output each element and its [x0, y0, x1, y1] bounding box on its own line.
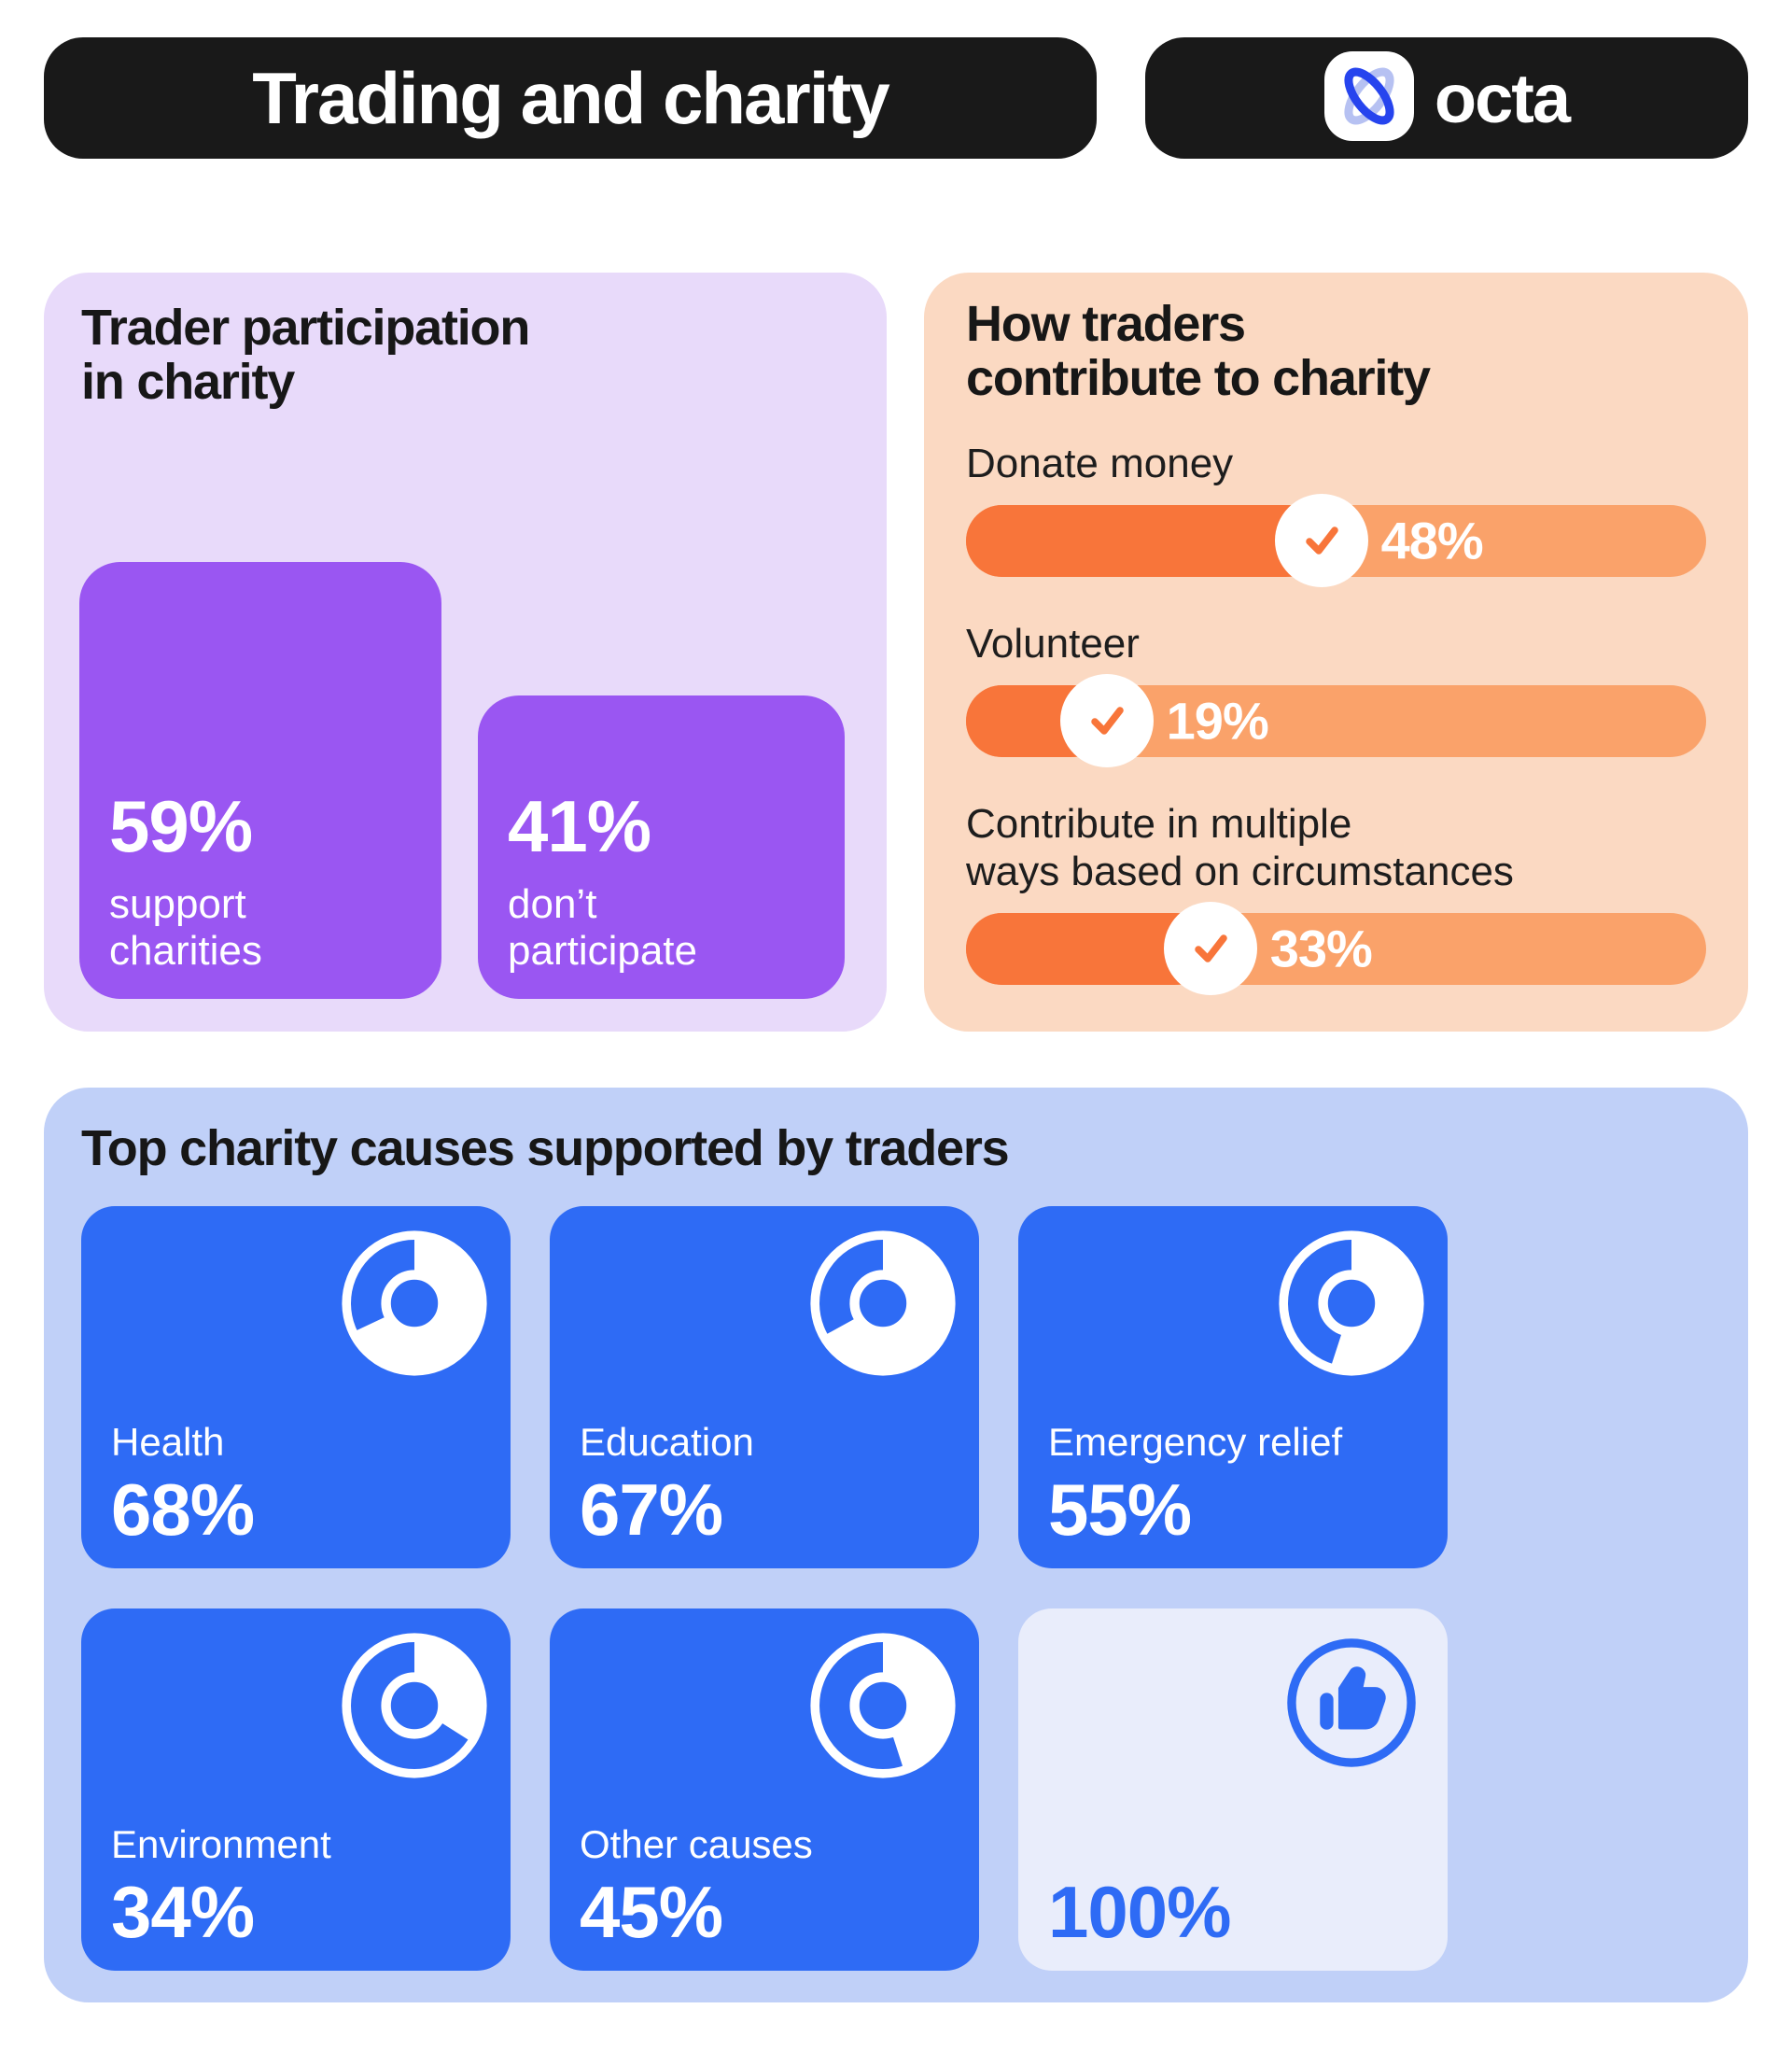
donut-chart-icon [1279, 1230, 1424, 1376]
check-icon [1090, 707, 1124, 735]
card-emergency-relief: Emergency relief 55% [1018, 1206, 1448, 1569]
cause-value: 67% [580, 1468, 723, 1552]
cause-value: 55% [1048, 1468, 1192, 1552]
cause-label: Emergency relief [1048, 1420, 1343, 1465]
progress-label: Donate money [966, 440, 1234, 486]
progress-value: 48% [1380, 511, 1484, 570]
panel-top-charity-causes: Top charity causes supported by traders … [44, 1088, 1748, 2002]
progress-fill [966, 504, 1322, 577]
progress-value: 19% [1166, 691, 1269, 751]
progress-bar: 19% [966, 674, 1706, 768]
progress-item-multiple-ways: Contribute in multiple ways based on circ… [966, 800, 1706, 996]
checkmark-circle [1163, 902, 1257, 996]
card-education: Education 67% [550, 1206, 979, 1569]
progress-item-donate-money: Donate money 48% [966, 440, 1706, 588]
participation-title: Trader participation in charity [81, 300, 530, 411]
cause-value: 100% [1048, 1871, 1231, 1954]
card-other-causes: Other causes 45% [550, 1608, 979, 1972]
cause-value: 68% [111, 1468, 255, 1552]
bar-value: 41% [508, 784, 651, 867]
cause-label: Education [580, 1420, 754, 1465]
donut-chart-icon [810, 1633, 956, 1778]
card-total-approval: 100% [1018, 1608, 1448, 1972]
progress-label: Volunteer [966, 620, 1140, 667]
progress-label: Contribute in multiple ways based on circ… [966, 800, 1514, 894]
title-pill: Trading and charity [44, 37, 1097, 159]
progress-bar: 48% [966, 494, 1706, 588]
header: Trading and charity octa [44, 37, 1748, 159]
bar-label: support charities [109, 880, 262, 974]
check-icon [1194, 934, 1227, 962]
donut-chart-icon [810, 1230, 956, 1376]
progress-item-volunteer: Volunteer 19% [966, 620, 1706, 768]
card-health: Health 68% [81, 1206, 511, 1569]
bar-label: don’t participate [508, 880, 698, 974]
causes-title: Top charity causes supported by traders [81, 1120, 1010, 1176]
bar-dont-participate: 41% don’t participate [478, 695, 845, 999]
checkmark-circle [1059, 674, 1154, 768]
brand-pill: octa [1145, 37, 1748, 159]
donut-chart-icon [342, 1633, 487, 1778]
brand-wordmark: octa [1434, 59, 1571, 137]
contribution-title: How traders contribute to charity [966, 296, 1431, 407]
check-icon [1305, 527, 1338, 555]
panel-how-traders-contribute: How traders contribute to charity Donate … [924, 273, 1748, 1032]
cause-value: 45% [580, 1871, 723, 1954]
progress-value: 33% [1269, 919, 1373, 978]
octa-logo-icon [1323, 50, 1414, 146]
panel-trader-participation: Trader participation in charity 59% suppo… [44, 273, 887, 1032]
cause-label: Other causes [580, 1822, 813, 1867]
bar-support-charities: 59% support charities [79, 562, 441, 999]
checkmark-circle [1274, 494, 1368, 588]
cause-cards-grid: Health 68% Education 67% Emergency relie… [81, 1206, 1711, 1972]
thumbs-up-icon [1287, 1638, 1416, 1768]
cause-label: Environment [111, 1822, 331, 1867]
bar-value: 59% [109, 784, 253, 867]
page-title: Trading and charity [252, 56, 889, 139]
cause-label: Health [111, 1420, 225, 1465]
progress-bar: 33% [966, 902, 1706, 996]
card-environment: Environment 34% [81, 1608, 511, 1972]
cause-value: 34% [111, 1871, 255, 1954]
donut-chart-icon [342, 1230, 487, 1376]
